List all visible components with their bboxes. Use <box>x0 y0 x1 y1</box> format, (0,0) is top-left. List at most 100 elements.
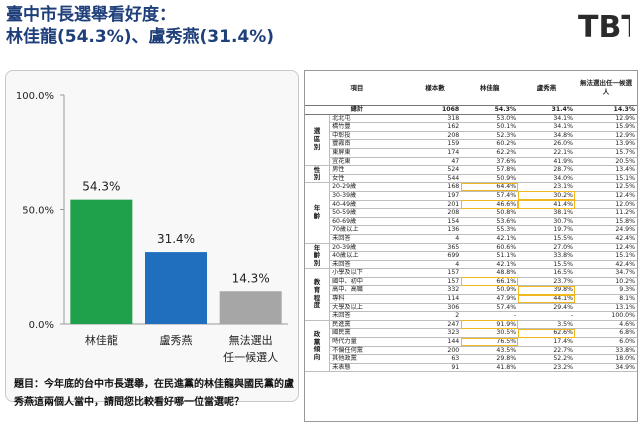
table-row: 高中、高職 332 50.9% 39.8% 9.3% <box>305 285 637 296</box>
cell-value: 44.1% <box>518 294 575 304</box>
bar-1 <box>70 199 133 324</box>
cell-value: 13.9% <box>575 139 637 149</box>
cell-value: 22.1% <box>518 148 575 158</box>
cell-value: 50.1% <box>461 122 519 132</box>
bar-3 <box>219 291 282 324</box>
cell-value: 54.3% <box>461 105 519 115</box>
table-row: 不偏任何黨 200 43.5% 22.7% 33.8% <box>305 346 637 356</box>
cell-value: 63 <box>408 354 462 364</box>
cell-value: 66.1% <box>461 277 519 287</box>
table-row: 橋竹豐 162 50.1% 34.1% 15.9% <box>305 122 637 132</box>
group-name: 政黨傾向 <box>313 329 321 361</box>
cell-value: 60.2% <box>461 139 519 149</box>
cell-value: 37.6% <box>461 157 519 167</box>
crosstab-table: 項目 樣本數 林佳龍 盧秀燕 無法選出任一候選人 總計 1068 54.3% 31.4… <box>305 71 637 373</box>
cell-value: 34.9% <box>575 363 637 373</box>
cell-value: - <box>461 311 519 321</box>
cell-value: 159 <box>408 139 462 149</box>
cell-value: 34.1% <box>518 122 575 132</box>
table-body: 總計 1068 54.3% 31.4% 14.3% 選區別北北屯 318 53.0% 34.1%… <box>305 105 637 373</box>
cell-value: 29.8% <box>461 354 519 364</box>
cell-value: 23.1% <box>518 182 575 192</box>
row-label: 40歲以上 <box>329 251 409 261</box>
cell-value: 318 <box>408 114 462 124</box>
row-label: 50-59歲 <box>329 208 409 218</box>
cell-value: 4 <box>408 260 462 270</box>
cell-value: 114 <box>408 294 462 304</box>
table-row: 年齡 20-29歲 168 64.4% 23.1% 12.5% <box>305 182 637 244</box>
cell-value: 332 <box>408 285 462 296</box>
group-name: 選區別 <box>313 127 321 151</box>
row-label: 宜花東 <box>329 157 409 167</box>
cell-value: 64.4% <box>461 182 519 192</box>
row-group-label: 性別 <box>305 165 331 184</box>
row-label: 其他政黨 <box>329 354 409 364</box>
table-row: 選區別北北屯 318 53.0% 34.1% 12.9% <box>305 114 637 167</box>
cell-value: 34.0% <box>518 174 575 184</box>
cell-value: - <box>518 311 575 321</box>
cell-value: 11.2% <box>575 208 637 218</box>
row-group-label: 選區別 <box>305 114 331 167</box>
cell-value: 200 <box>408 346 462 356</box>
table-row: 70歲以上 136 55.3% 19.7% 24.9% <box>305 225 637 235</box>
cell-value: 3.5% <box>518 320 575 330</box>
cell-value: 154 <box>408 217 462 227</box>
cell-value: 57.4% <box>461 191 519 201</box>
bar-chart: 0.0% 50.0% 100.0% 54.3% 林佳龍 31.4% 盧秀燕 14.3% 無法選出… <box>16 91 288 364</box>
cell-value: 62.2% <box>461 148 519 158</box>
table-row: 政黨傾向民進黨 247 91.9% 3.5% 4.6% <box>305 320 637 373</box>
cell-value: 4.6% <box>575 320 637 330</box>
table-row: 未回答 4 42.1% 15.5% 42.4% <box>305 234 637 244</box>
row-label: 國民黨 <box>329 328 409 339</box>
table-row: 國中、初中 157 66.1% 23.7% 10.2% <box>305 277 637 287</box>
row-label: 未回答 <box>329 234 409 244</box>
cell-value: 23.7% <box>518 277 575 287</box>
tbt-logo: TBT <box>578 10 630 44</box>
cell-value: 34.1% <box>518 114 575 124</box>
cell-value: 50.9% <box>461 285 519 296</box>
cell-value: 12.9% <box>575 131 637 141</box>
row-label: 女性 <box>329 174 409 184</box>
cell-value: 55.3% <box>461 225 519 235</box>
cell-value: 15.5% <box>518 234 575 244</box>
y-tick-label: 0.0% <box>29 320 54 331</box>
table-row: 大學及以上 306 57.4% 29.4% 13.1% <box>305 303 637 313</box>
cell-value: 57.4% <box>461 303 519 313</box>
y-tick-label: 50.0% <box>22 206 54 217</box>
cell-value: 29.4% <box>518 303 575 313</box>
cell-value: 12.5% <box>575 182 637 192</box>
table-row: 時代力量 144 76.5% 17.4% 6.0% <box>305 337 637 347</box>
row-label: 民進黨 <box>329 320 409 330</box>
category-label: 盧秀燕 <box>160 333 193 347</box>
cell-value: 52.3% <box>461 131 519 141</box>
cell-value: 13.4% <box>575 165 637 175</box>
cell-value: 30.2% <box>518 191 575 201</box>
bar-2 <box>145 252 207 324</box>
cell-value: 10.2% <box>575 277 637 287</box>
cell-value: 18.0% <box>575 354 637 364</box>
cell-value: 51.1% <box>461 251 519 261</box>
table-header-row: 項目 樣本數 林佳龍 盧秀燕 無法選出任一候選人 <box>305 71 637 106</box>
row-label: 30-39歲 <box>329 191 409 201</box>
cell-value: 197 <box>408 191 462 201</box>
cell-value: 9.3% <box>575 285 637 296</box>
bar-value-label: 31.4% <box>157 232 195 246</box>
row-group-label: 年齡 <box>305 182 331 244</box>
cell-value: 208 <box>408 131 462 141</box>
row-label: 國中、初中 <box>329 277 409 287</box>
cell-value: 6.0% <box>575 337 637 347</box>
cell-value: 26.0% <box>518 139 575 149</box>
table-row: 宜花東 47 37.6% 41.9% 20.5% <box>305 157 637 167</box>
table-row: 東屏東 174 62.2% 22.1% 15.7% <box>305 148 637 158</box>
row-label: 不偏任何黨 <box>329 346 409 356</box>
cell-value: 8.1% <box>575 294 637 304</box>
cell-value: 20.5% <box>575 157 637 167</box>
cell-value: 57.8% <box>461 165 519 175</box>
table-row: 50-59歲 208 50.8% 38.1% 11.2% <box>305 208 637 218</box>
cell-value: 91 <box>408 363 462 373</box>
cell-value: 162 <box>408 122 462 132</box>
cell-value: 38.1% <box>518 208 575 218</box>
cell-value: 47.9% <box>461 294 519 304</box>
table-row: 其他政黨 63 29.8% 52.2% 18.0% <box>305 354 637 364</box>
cell-value: 306 <box>408 303 462 313</box>
